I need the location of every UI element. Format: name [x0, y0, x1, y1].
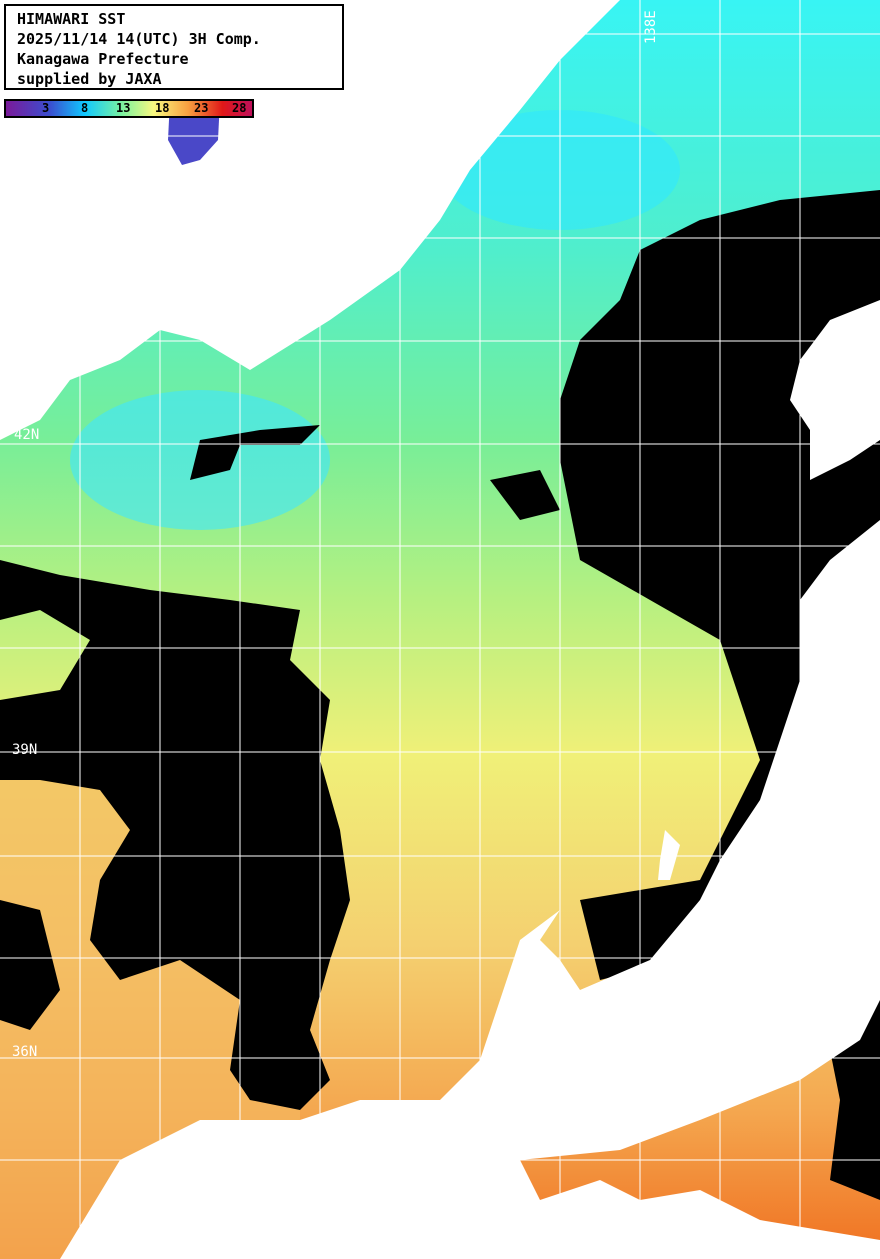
scale-tick: 8	[81, 101, 89, 115]
datetime: 2025/11/14 14(UTC) 3H Comp.	[17, 30, 261, 48]
scale-tick: 18	[155, 101, 170, 115]
lon-label-138e: 138E	[643, 10, 659, 44]
map-title: HIMAWARI SST	[17, 10, 126, 28]
lat-label-39n: 39N	[12, 742, 38, 758]
lat-label-36n: 36N	[12, 1044, 38, 1060]
credit: supplied by JAXA	[17, 70, 162, 88]
lat-label-42n: 42N	[14, 427, 40, 443]
info-box: HIMAWARI SST 2025/11/14 14(UTC) 3H Comp.…	[4, 4, 344, 90]
scale-tick: 23	[194, 101, 209, 115]
color-scale-bar: 3 8 13 18 23 28	[4, 99, 254, 118]
scale-tick: 3	[42, 101, 50, 115]
region: Kanagawa Prefecture	[17, 50, 189, 68]
scale-tick: 13	[116, 101, 131, 115]
scale-tick: 28	[232, 101, 247, 115]
